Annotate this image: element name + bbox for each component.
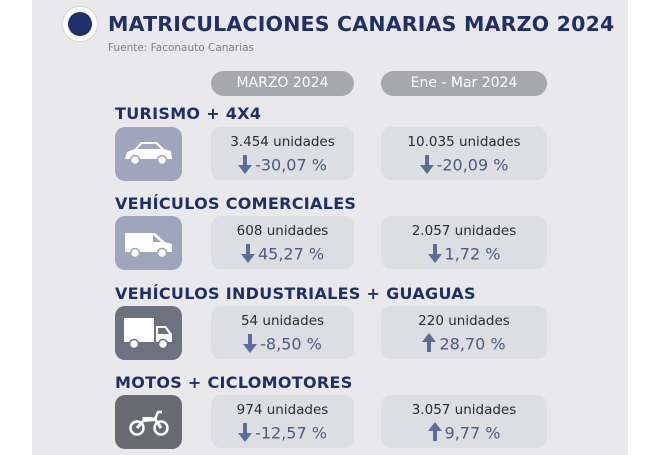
units-value: 54 unidades xyxy=(240,313,325,329)
units-value: 10.035 unidades xyxy=(407,134,521,150)
card-comerciales-ytd: 2.057 unidades 1,72 % xyxy=(381,216,547,269)
card-turismo-ytd: 10.035 unidades -20,09 % xyxy=(381,127,547,180)
arrow-down-icon xyxy=(238,154,253,178)
card-industriales-month: 54 unidades -8,50 % xyxy=(211,306,354,359)
van-icon xyxy=(115,216,182,270)
category-label-motos: MOTOS + CICLOMOTORES xyxy=(115,373,353,392)
page-title: MATRICULACIONES CANARIAS MARZO 2024 xyxy=(108,12,615,36)
change-value: 28,70 % xyxy=(381,333,547,357)
units-value: 974 unidades xyxy=(236,402,329,418)
arrow-down-icon xyxy=(240,243,255,267)
units-value: 3.454 unidades xyxy=(230,134,335,150)
motorcycle-icon xyxy=(115,395,182,449)
units-value: 2.057 unidades xyxy=(411,223,517,239)
change-value: 1,72 % xyxy=(381,243,547,267)
arrow-down-icon xyxy=(419,154,434,178)
change-value: -8,50 % xyxy=(211,333,354,357)
category-label-turismo: TURISMO + 4X4 xyxy=(115,104,262,123)
category-label-industriales: VEHÍCULOS INDUSTRIALES + GUAGUAS xyxy=(115,284,476,303)
car-icon xyxy=(115,127,182,181)
arrow-up-icon xyxy=(422,333,437,357)
card-motos-month: 974 unidades -12,57 % xyxy=(211,395,354,448)
units-value: 3.057 unidades xyxy=(411,402,517,418)
arrow-down-icon xyxy=(243,333,258,357)
arrow-down-icon xyxy=(238,422,253,446)
change-value: 9,77 % xyxy=(381,422,547,446)
card-turismo-month: 3.454 unidades -30,07 % xyxy=(211,127,354,180)
units-value: 220 unidades xyxy=(418,313,510,329)
change-value: -20,09 % xyxy=(381,154,547,178)
truck-icon xyxy=(115,306,182,360)
card-comerciales-month: 608 unidades 45,27 % xyxy=(211,216,354,269)
arrow-down-icon xyxy=(427,243,442,267)
change-value: 45,27 % xyxy=(211,243,354,267)
arrow-up-icon xyxy=(427,422,442,446)
units-value: 608 unidades xyxy=(236,223,329,239)
card-motos-ytd: 3.057 unidades 9,77 % xyxy=(381,395,547,448)
column-header-ytd: Ene - Mar 2024 xyxy=(381,71,547,96)
card-industriales-ytd: 220 unidades 28,70 % xyxy=(381,306,547,359)
column-header-month: MARZO 2024 xyxy=(211,71,354,96)
change-value: -12,57 % xyxy=(211,422,354,446)
logo-circle-icon xyxy=(63,7,97,41)
category-label-comerciales: VEHÍCULOS COMERCIALES xyxy=(115,194,357,213)
change-value: -30,07 % xyxy=(211,154,354,178)
source-note: Fuente: Faconauto Canarias xyxy=(108,42,255,54)
